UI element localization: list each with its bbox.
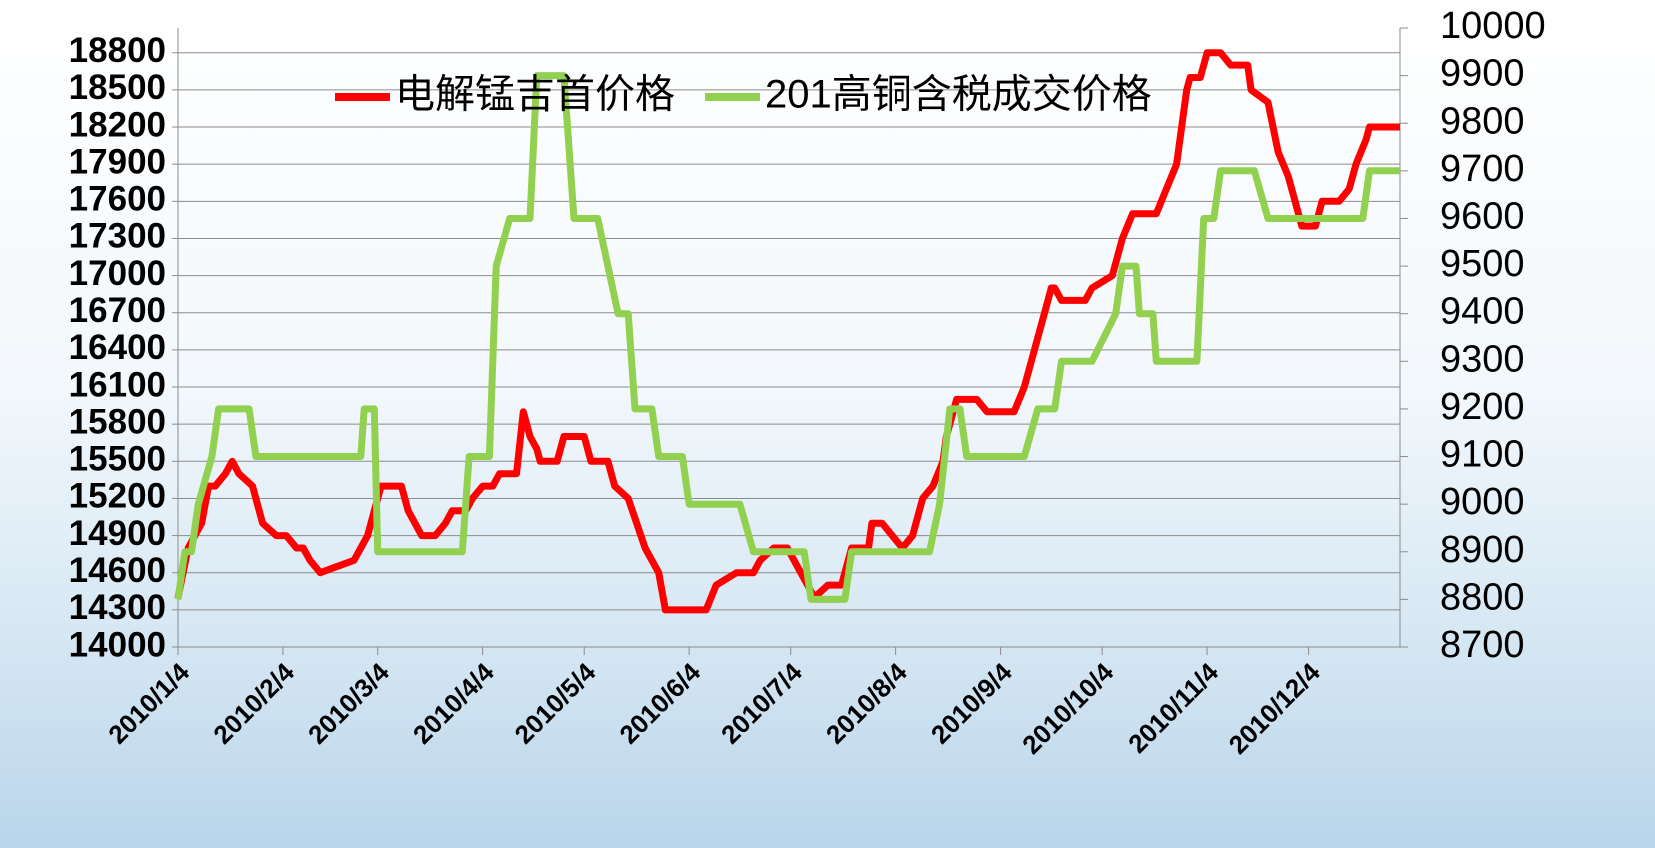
y-tick-label: 14000 bbox=[69, 625, 166, 664]
y2-tick-label: 9700 bbox=[1440, 148, 1525, 190]
x-tick-label: 2010/2/4 bbox=[207, 657, 300, 750]
y2-tick-label: 8800 bbox=[1440, 576, 1525, 618]
x-tick-label: 2010/1/4 bbox=[102, 657, 195, 750]
x-tick-label: 2010/9/4 bbox=[925, 657, 1018, 750]
y-tick-label: 18200 bbox=[69, 105, 166, 144]
y2-tick-label: 10000 bbox=[1440, 5, 1546, 47]
y2-tick-label: 8900 bbox=[1440, 529, 1525, 571]
y-tick-label: 15200 bbox=[69, 477, 166, 516]
y-tick-label: 14300 bbox=[69, 588, 166, 627]
legend-label: 电解锰吉首价格 bbox=[395, 73, 675, 117]
x-tick-label: 2010/5/4 bbox=[509, 657, 602, 750]
y-tick-label: 18500 bbox=[69, 68, 166, 107]
y-tick-label: 18800 bbox=[69, 31, 166, 70]
y-tick-label: 17000 bbox=[69, 254, 166, 293]
y2-tick-label: 9900 bbox=[1440, 53, 1525, 95]
x-tick-label: 2010/7/4 bbox=[715, 657, 808, 750]
series-line bbox=[174, 49, 1400, 614]
y-tick-label: 14900 bbox=[69, 514, 166, 553]
y-tick-label: 16100 bbox=[69, 365, 166, 404]
y-tick-label: 17300 bbox=[69, 217, 166, 256]
y2-tick-label: 9400 bbox=[1440, 291, 1525, 333]
x-tick-label: 2010/6/4 bbox=[613, 657, 706, 750]
y2-tick-label: 8700 bbox=[1440, 624, 1525, 666]
series-line bbox=[174, 72, 1400, 603]
legend-label: 201高铜含税成交价格 bbox=[765, 73, 1152, 117]
y2-tick-label: 9200 bbox=[1440, 386, 1525, 428]
y-tick-label: 17600 bbox=[69, 180, 166, 219]
x-tick-label: 2010/11/4 bbox=[1122, 657, 1224, 759]
y2-tick-label: 9100 bbox=[1440, 434, 1525, 476]
y-tick-label: 16700 bbox=[69, 291, 166, 330]
x-tick-label: 2010/4/4 bbox=[407, 657, 500, 750]
y-tick-label: 17900 bbox=[69, 142, 166, 181]
x-tick-label: 2010/12/4 bbox=[1223, 657, 1326, 760]
x-tick-label: 2010/10/4 bbox=[1016, 657, 1119, 760]
y2-tick-label: 9000 bbox=[1440, 481, 1525, 523]
y2-tick-label: 9600 bbox=[1440, 195, 1525, 237]
x-tick-label: 2010/3/4 bbox=[302, 657, 395, 750]
y2-tick-label: 9500 bbox=[1440, 243, 1525, 285]
x-tick-label: 2010/8/4 bbox=[820, 657, 913, 750]
y2-tick-label: 9300 bbox=[1440, 338, 1525, 380]
y-tick-label: 15500 bbox=[69, 440, 166, 479]
y-tick-label: 14600 bbox=[69, 551, 166, 590]
y-tick-label: 16400 bbox=[69, 328, 166, 367]
y2-tick-label: 9800 bbox=[1440, 100, 1525, 142]
y-tick-label: 15800 bbox=[69, 402, 166, 441]
